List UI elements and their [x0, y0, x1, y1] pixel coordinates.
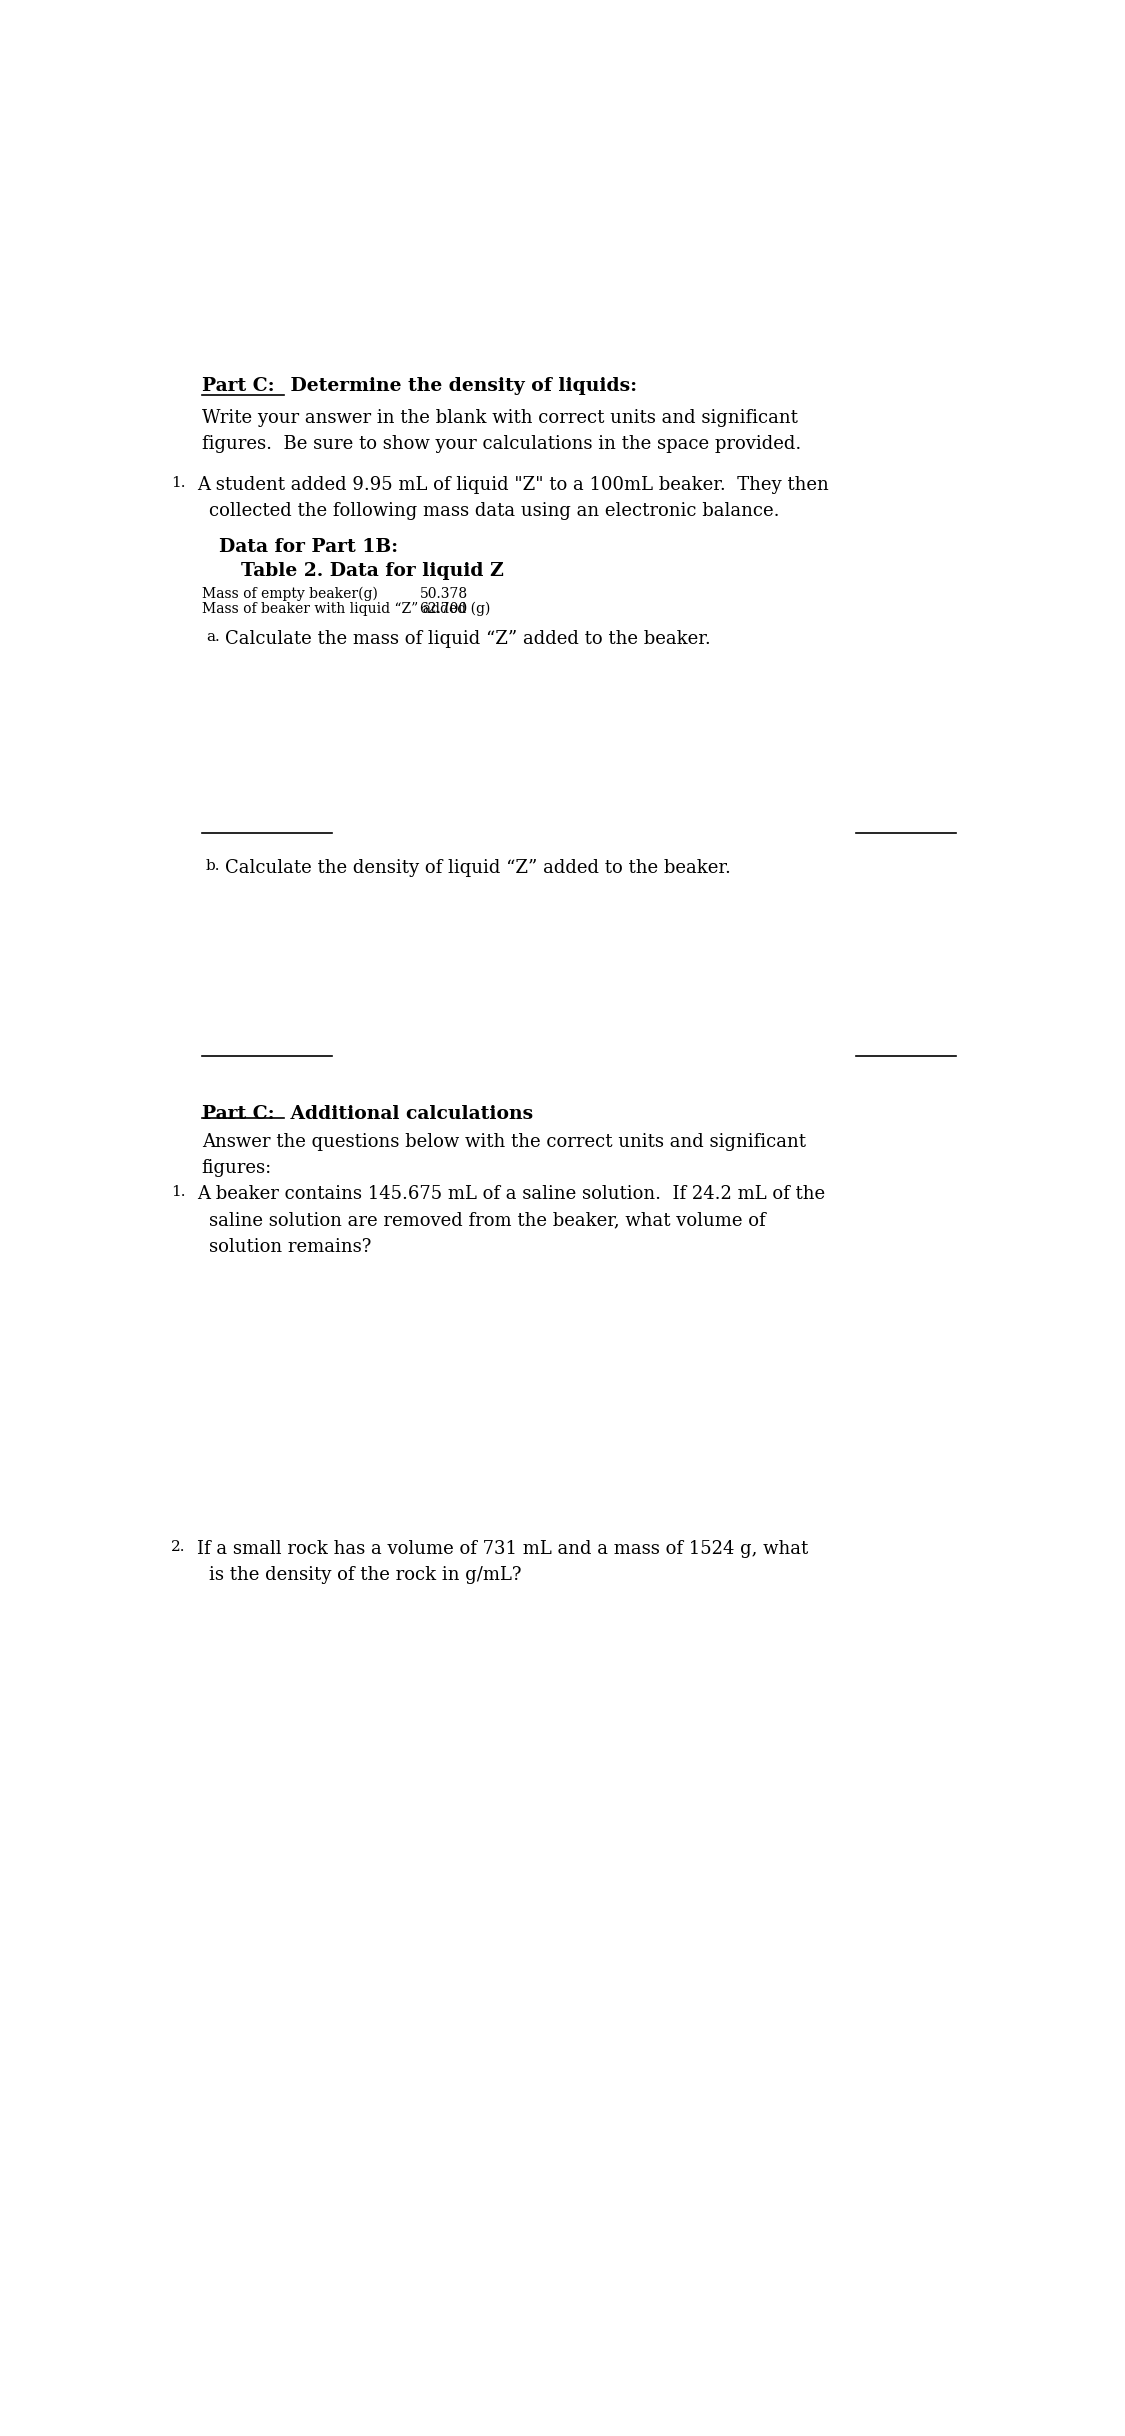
Text: 1.: 1. — [171, 475, 186, 490]
Text: Table 2. Data for liquid Z: Table 2. Data for liquid Z — [241, 563, 504, 580]
Text: a.: a. — [206, 631, 219, 643]
Text: Write your answer in the blank with correct units and significant: Write your answer in the blank with corr… — [201, 409, 798, 426]
Text: solution remains?: solution remains? — [208, 1237, 371, 1255]
Text: Determine the density of liquids:: Determine the density of liquids: — [285, 378, 638, 395]
Text: Answer the questions below with the correct units and significant: Answer the questions below with the corr… — [201, 1133, 805, 1150]
Text: 62.700: 62.700 — [420, 602, 468, 616]
Text: 1.: 1. — [171, 1186, 186, 1199]
Text: Data for Part 1B:: Data for Part 1B: — [219, 538, 398, 555]
Text: Mass of empty beaker(g): Mass of empty beaker(g) — [201, 587, 378, 602]
Text: Calculate the mass of liquid “Z” added to the beaker.: Calculate the mass of liquid “Z” added t… — [225, 631, 711, 648]
Text: saline solution are removed from the beaker, what volume of: saline solution are removed from the bea… — [208, 1211, 765, 1230]
Text: Part C:: Part C: — [201, 1104, 274, 1123]
Text: figures.  Be sure to show your calculations in the space provided.: figures. Be sure to show your calculatio… — [201, 436, 801, 453]
Text: 50.378: 50.378 — [420, 587, 468, 602]
Text: A beaker contains 145.675 mL of a saline solution.  If 24.2 mL of the: A beaker contains 145.675 mL of a saline… — [197, 1186, 826, 1203]
Text: If a small rock has a volume of 731 mL and a mass of 1524 g, what: If a small rock has a volume of 731 mL a… — [197, 1540, 809, 1557]
Text: collected the following mass data using an electronic balance.: collected the following mass data using … — [208, 502, 780, 521]
Text: A student added 9.95 mL of liquid "Z" to a 100mL beaker.  They then: A student added 9.95 mL of liquid "Z" to… — [197, 475, 829, 495]
Text: Mass of beaker with liquid “Z” added (g): Mass of beaker with liquid “Z” added (g) — [201, 602, 490, 616]
Text: Calculate the density of liquid “Z” added to the beaker.: Calculate the density of liquid “Z” adde… — [225, 860, 731, 877]
Text: Additional calculations: Additional calculations — [285, 1104, 533, 1123]
Text: Part C:: Part C: — [201, 378, 274, 395]
Text: b.: b. — [206, 860, 220, 872]
Text: figures:: figures: — [201, 1160, 272, 1177]
Text: 2.: 2. — [171, 1540, 186, 1554]
Text: is the density of the rock in g/mL?: is the density of the rock in g/mL? — [208, 1566, 521, 1583]
